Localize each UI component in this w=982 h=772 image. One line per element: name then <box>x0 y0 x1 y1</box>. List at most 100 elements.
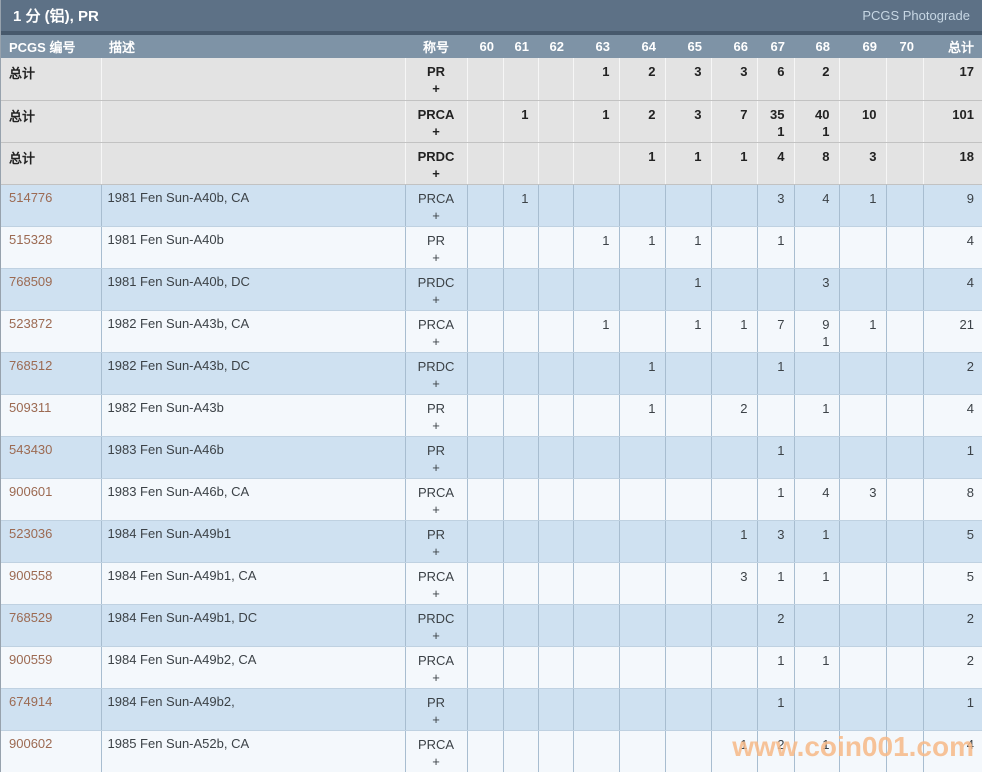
pcgs-number-link[interactable]: 514776 <box>9 189 53 205</box>
designation-cell: PRCA + <box>405 646 468 689</box>
grade-67-cell: 1 <box>757 688 795 731</box>
pcgs-number-link[interactable]: 900601 <box>9 483 53 499</box>
grade-70-cell <box>886 562 924 605</box>
grade-plus-count <box>469 417 494 434</box>
designation-cell: PRDC + <box>405 142 468 185</box>
grade-plus-count <box>621 669 656 686</box>
pcgs-number-link[interactable]: 543430 <box>9 441 53 457</box>
grade-plus-count <box>621 585 656 602</box>
pcgs-number-link[interactable]: 515328 <box>9 231 53 247</box>
designation-cell: PR + <box>405 688 468 731</box>
grade-plus-count <box>469 249 494 266</box>
grade-count <box>469 568 494 585</box>
grade-plus-count <box>759 291 785 308</box>
grade-count: 1 <box>822 400 830 416</box>
pcgs-number-cell: 768509 <box>1 268 102 311</box>
designation-plus-label: + <box>432 291 440 307</box>
grade-62-cell <box>538 268 574 311</box>
grade-60-cell <box>467 436 504 479</box>
pcgs-number-link[interactable]: 523036 <box>9 525 53 541</box>
column-header-designation: 称号 <box>405 35 467 58</box>
grade-count <box>540 232 564 249</box>
grade-plus-count <box>505 753 529 770</box>
grade-64-cell <box>619 562 666 605</box>
grade-count <box>841 652 877 669</box>
grade-count <box>575 358 610 375</box>
grade-count <box>540 694 564 711</box>
grade-plus-count <box>621 207 656 224</box>
grade-65-cell <box>665 184 712 227</box>
grade-plus-count <box>667 753 702 770</box>
grade-61-cell <box>503 436 539 479</box>
grade-70-cell <box>886 310 924 353</box>
grade-count <box>469 484 494 501</box>
description-cell <box>101 58 406 101</box>
population-table: PCGS 编号 描述 称号 60 61 62 63 64 65 66 67 68… <box>1 35 982 772</box>
grade-plus-count <box>540 207 564 224</box>
grade-count <box>888 526 914 543</box>
pcgs-number-link[interactable]: 509311 <box>9 399 52 415</box>
grade-plus-count <box>888 459 914 476</box>
grade-plus-count <box>759 165 785 182</box>
grade-plus-count <box>540 501 564 518</box>
designation-plus-label: + <box>432 123 440 139</box>
pcgs-number-cell: 514776 <box>1 184 102 227</box>
grade-68-cell: 2 <box>794 58 840 101</box>
grade-61-cell <box>503 142 539 185</box>
grade-plus-count: 1 <box>822 333 830 349</box>
pcgs-number-link[interactable]: 900559 <box>9 651 53 667</box>
grade-plus-count <box>621 165 656 182</box>
pcgs-number-cell: 768512 <box>1 352 102 395</box>
grade-60-cell <box>467 646 504 689</box>
grade-count: 3 <box>740 64 748 79</box>
grade-count <box>713 190 748 207</box>
table-row: 523036 1984 Fen Sun-A49b1 PR +1 3 1 5 <box>1 520 982 563</box>
grade-count <box>505 694 529 711</box>
grade-plus-count <box>469 375 494 392</box>
designation-plus-label: + <box>432 669 440 685</box>
grade-count <box>540 190 564 207</box>
grade-count <box>796 694 830 711</box>
pcgs-number-cell: 总计 <box>1 100 102 143</box>
grade-plus-count <box>759 249 785 266</box>
grade-plus-count <box>796 585 830 602</box>
grade-count <box>621 694 656 711</box>
grade-67-cell: 2 <box>757 730 795 772</box>
row-total-value: 9 <box>966 190 974 206</box>
pcgs-number-link[interactable]: 768512 <box>9 357 53 373</box>
grade-65-cell <box>665 688 712 731</box>
row-total-cell: 2 <box>923 352 982 395</box>
grade-count <box>713 610 748 627</box>
row-total-cell: 2 <box>923 646 982 689</box>
pcgs-number-link[interactable]: 523872 <box>9 315 53 331</box>
designation-label: PRCA <box>417 106 455 122</box>
column-header-grade-62: 62 <box>538 35 573 58</box>
grade-65-cell <box>665 478 712 521</box>
pcgs-number-link[interactable]: 900602 <box>9 735 53 751</box>
grade-plus-count <box>505 543 529 560</box>
grade-plus-count <box>759 375 785 392</box>
grade-count <box>667 484 702 501</box>
designation-cell: PRCA + <box>405 478 468 521</box>
grade-plus-count <box>469 80 494 97</box>
pcgs-number-link[interactable]: 768509 <box>9 273 53 289</box>
designation-plus-label: + <box>432 543 440 559</box>
pcgs-number-link[interactable]: 900558 <box>9 567 53 583</box>
grade-count: 1 <box>648 148 656 164</box>
grade-65-cell <box>665 562 712 605</box>
grade-65-cell: 1 <box>665 310 712 353</box>
grade-66-cell <box>711 184 758 227</box>
grade-plus-count <box>841 291 877 308</box>
pcgs-number-link[interactable]: 768529 <box>9 609 53 625</box>
grade-plus-count <box>667 585 702 602</box>
grade-61-cell <box>503 352 539 395</box>
row-total-value: 18 <box>959 148 974 164</box>
pcgs-number-link[interactable]: 674914 <box>9 693 53 709</box>
grade-count <box>841 274 877 291</box>
grade-count <box>469 106 494 123</box>
grade-count <box>505 63 529 80</box>
grade-plus-count <box>796 711 830 728</box>
grade-67-cell: 3 <box>757 520 795 563</box>
pcgs-photograde-link[interactable]: PCGS Photograde <box>862 8 970 23</box>
